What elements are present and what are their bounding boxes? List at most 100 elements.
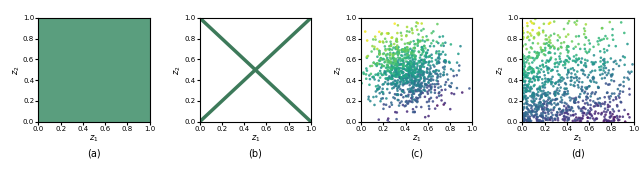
Point [408,81,419,83]
Point [404,79,415,82]
Point [578,114,588,117]
Point [388,72,399,75]
Point [605,101,615,103]
Point [387,103,397,106]
Point [518,107,529,110]
Point [545,118,556,121]
Point [426,86,436,88]
Point [595,69,605,71]
Point [532,108,542,111]
Point [388,56,398,59]
Point [415,66,426,68]
Point [520,83,531,86]
Point [593,43,604,46]
Point [522,74,532,77]
Point [540,93,550,96]
Point [523,115,533,118]
Point [353,82,364,84]
Point [367,45,378,48]
Point [409,63,419,66]
Point [518,108,528,111]
Point [563,45,573,48]
Point [392,64,402,66]
Point [384,60,394,63]
Point [396,76,406,79]
Point [561,109,572,112]
Point [415,56,425,59]
Point [615,90,625,93]
Point [447,92,457,95]
Point [525,115,535,118]
Point [422,70,432,73]
Point [602,74,612,76]
Point [541,107,552,110]
Point [387,68,397,71]
Point [395,67,405,70]
Point [523,86,533,89]
Point [404,72,415,75]
Point [577,85,587,88]
Point [534,101,544,104]
Point [419,60,429,63]
Point [427,32,437,35]
Point [553,117,563,120]
Point [386,67,396,70]
Point [517,45,527,48]
Point [413,50,424,53]
Point [403,67,413,70]
Point [388,57,399,60]
Point [424,81,434,84]
Point [525,88,536,91]
Point [540,47,550,49]
Point [564,116,574,119]
Point [627,63,637,66]
Point [408,71,419,74]
Point [588,76,598,79]
Point [534,119,544,122]
Point [580,58,590,61]
Point [415,96,425,98]
Point [538,31,548,34]
Point [420,47,431,50]
Point [612,115,622,117]
Point [529,95,540,97]
Point [559,87,570,90]
Point [518,119,528,122]
Point [520,113,531,116]
Point [571,35,581,38]
Point [410,79,420,82]
Point [398,96,408,99]
Point [385,71,395,74]
Point [385,40,396,43]
Point [432,61,442,64]
Point [571,116,581,119]
Point [362,55,372,58]
Point [376,63,387,66]
Point [424,100,434,103]
Point [365,65,376,67]
Point [581,65,591,68]
Point [408,62,418,65]
Point [374,40,385,43]
Point [571,96,581,99]
Point [356,82,367,85]
Point [421,51,431,54]
Point [565,99,575,102]
Point [607,120,617,123]
Point [383,77,394,80]
Point [540,54,550,57]
Point [561,87,572,90]
Y-axis label: $z_2$: $z_2$ [333,65,344,75]
Point [524,117,534,120]
Point [403,50,413,53]
Point [530,57,540,60]
Point [602,49,612,52]
Point [394,104,404,107]
Point [421,52,431,55]
Point [426,75,436,78]
Point [563,22,573,25]
Point [380,72,390,74]
Point [401,64,412,67]
Point [538,108,548,111]
Point [522,56,532,59]
